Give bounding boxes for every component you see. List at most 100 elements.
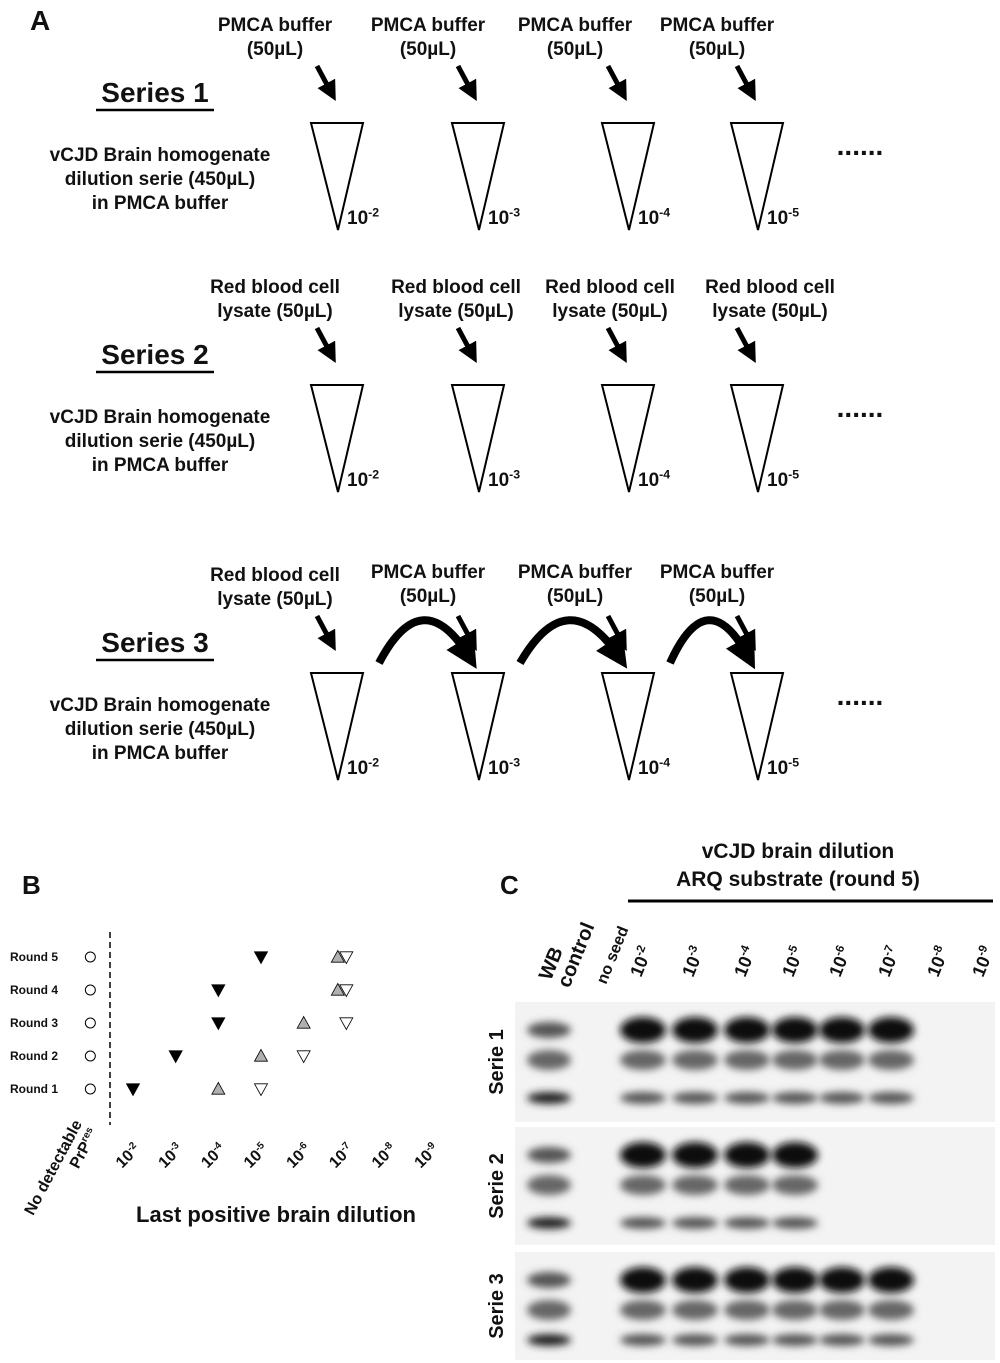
lane-label: 10-7: [873, 943, 904, 979]
tube: [450, 672, 506, 781]
x-tick-label: 10-6: [284, 1140, 310, 1172]
blot-band: [819, 1017, 865, 1043]
dilution-label-exp: -3: [509, 467, 520, 481]
blot-band: [620, 1092, 666, 1104]
dilution-label-base: 10: [488, 758, 509, 779]
series-description: in PMCA buffer: [92, 743, 229, 764]
blot-band: [672, 1050, 718, 1070]
blot-row-label: Serie 3: [486, 1273, 508, 1339]
lane-label-base: 10: [778, 953, 804, 979]
addition-label: lysate (50µL): [552, 301, 668, 322]
blot-band: [620, 1050, 666, 1070]
blot-band: [527, 1147, 571, 1163]
blot-band: [527, 1272, 571, 1288]
tube: [309, 384, 365, 493]
lane-label: 10-5: [777, 943, 808, 980]
blot-band: [772, 1092, 818, 1104]
addition-label: (50µL): [400, 39, 456, 60]
tube: [600, 122, 656, 231]
blot-band: [527, 1050, 571, 1070]
series-title: Series 2: [101, 339, 208, 370]
x-tick-label: 10-2: [113, 1140, 139, 1172]
blot-band: [620, 1175, 666, 1195]
addition-label: lysate (50µL): [217, 301, 333, 322]
dilution-label-exp: -2: [368, 205, 379, 219]
blot-band: [819, 1334, 865, 1346]
dilution-label-base: 10: [347, 470, 368, 491]
addition-label: (50µL): [547, 39, 603, 60]
blot-band: [672, 1267, 718, 1293]
x-tick-text: 10-5: [240, 1140, 272, 1172]
addition-arrow: [734, 326, 756, 364]
lane-label-base: 10: [923, 953, 949, 979]
point: [211, 984, 226, 998]
point: [84, 984, 96, 996]
point: [253, 951, 269, 965]
blot-band: [672, 1175, 718, 1195]
addition-label: PMCA buffer: [660, 562, 775, 583]
lane-label: 10-6: [824, 943, 855, 980]
dilution-label-base: 10: [638, 208, 659, 229]
point: [84, 1083, 96, 1095]
blot-band: [620, 1334, 666, 1346]
row-label: Round 1: [10, 1082, 58, 1096]
blot-band: [819, 1267, 865, 1293]
dilution-label-base: 10: [767, 470, 788, 491]
lane-label-base: 10: [825, 953, 851, 979]
blot-band: [819, 1300, 865, 1320]
dilution-label-exp: -3: [509, 205, 520, 219]
point: [330, 982, 345, 996]
blot-band: [772, 1334, 818, 1346]
blot-title: ARQ substrate (round 5): [676, 868, 920, 891]
tube: [729, 672, 785, 781]
point: [84, 951, 96, 963]
point: [125, 1083, 141, 1097]
dilution-label-exp: -2: [368, 755, 379, 769]
blot-band: [772, 1017, 818, 1043]
x-tick-label: 10-4: [198, 1140, 230, 1172]
dilution-label-base: 10: [638, 758, 659, 779]
dilution-label: 10-4: [638, 755, 670, 779]
lane-label: 10-8: [922, 943, 953, 980]
lane-label: 10-3: [677, 943, 708, 980]
series-description: dilution serie (450µL): [65, 169, 255, 190]
x-tick-text: 10-4: [198, 1140, 230, 1172]
addition-label: PMCA buffer: [518, 15, 633, 36]
addition-label: PMCA buffer: [371, 15, 486, 36]
addition-label: PMCA buffer: [218, 15, 333, 36]
row-label: Round 4: [10, 983, 58, 997]
point: [253, 1048, 269, 1062]
point: [84, 1017, 96, 1029]
addition-label: lysate (50µL): [398, 301, 514, 322]
dilution-label-base: 10: [767, 758, 788, 779]
addition-arrow: [455, 614, 477, 652]
blot-band: [724, 1092, 770, 1104]
point: [253, 1083, 269, 1097]
panel-label: C: [500, 870, 519, 900]
addition-label: PMCA buffer: [371, 562, 486, 583]
blot-band: [672, 1142, 718, 1168]
series-description: dilution serie (450µL): [65, 431, 255, 452]
point: [211, 1017, 226, 1031]
dilution-label: 10-5: [767, 467, 799, 491]
point: [296, 1050, 311, 1064]
blot-band: [620, 1017, 666, 1043]
point: [296, 1015, 311, 1029]
x-tick-label: 10-8: [369, 1140, 395, 1172]
series-description: in PMCA buffer: [92, 455, 229, 476]
dilution-label-exp: -4: [659, 467, 670, 481]
x-axis-label: Last positive brain dilution: [136, 1202, 416, 1227]
dilution-label-exp: -3: [509, 755, 520, 769]
tube: [600, 672, 656, 781]
blot-band: [620, 1300, 666, 1320]
series-description: dilution serie (450µL): [65, 719, 255, 740]
row-label: Round 3: [10, 1016, 58, 1030]
addition-label: Red blood cell: [210, 565, 340, 586]
blot-band: [772, 1267, 818, 1293]
tube: [600, 384, 656, 493]
dilution-label: 10-4: [638, 467, 670, 491]
lane-label-exp: -7: [881, 943, 897, 958]
lane-label-base: 10: [874, 953, 900, 979]
blot-band: [868, 1334, 914, 1346]
